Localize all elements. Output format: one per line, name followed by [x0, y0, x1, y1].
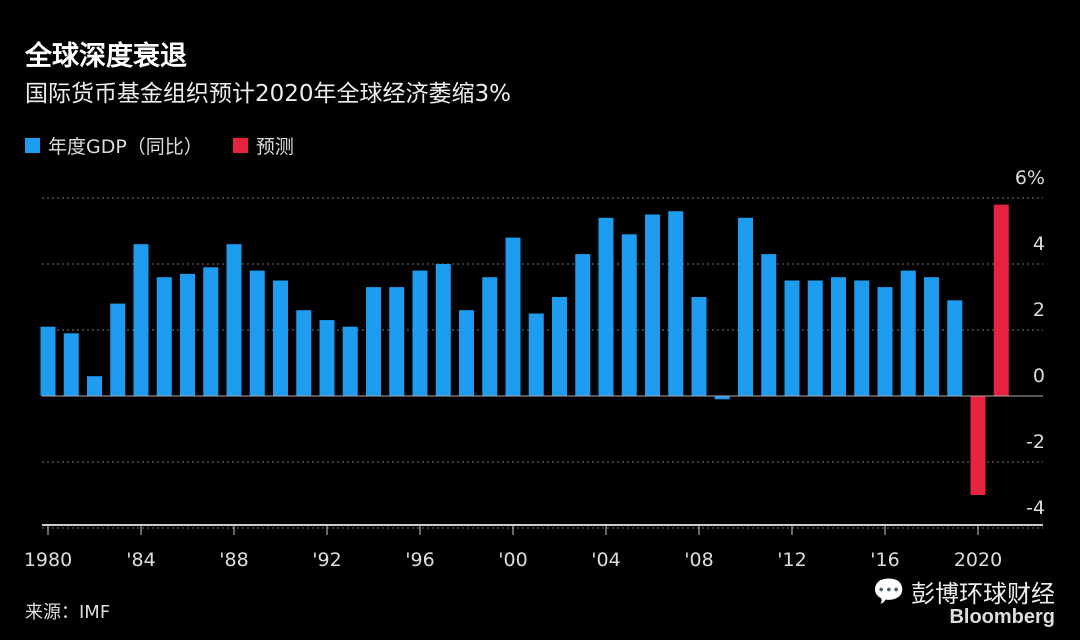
bar-2020	[970, 396, 986, 495]
x-tick-label: '12	[777, 549, 806, 571]
bar-2011	[761, 254, 777, 396]
bar-1993	[342, 326, 358, 396]
bar-2016	[877, 287, 893, 396]
bar-2004	[598, 217, 614, 396]
bar-2007	[668, 211, 684, 396]
legend-item-gdp: 年度GDP（同比）	[25, 132, 203, 159]
x-tick-label: '84	[126, 549, 155, 571]
chart-subtitle: 国际货币基金组织预计2020年全球经济萎缩3%	[25, 81, 512, 107]
y-tick-label: 6%	[1015, 167, 1045, 189]
legend-swatch-forecast	[232, 138, 248, 153]
x-tick-label: '08	[684, 549, 713, 571]
bar-2002	[552, 297, 567, 396]
bar-1985	[156, 277, 172, 396]
bar-2014	[831, 277, 846, 396]
bar-1988	[226, 244, 242, 396]
bar-2010	[738, 217, 753, 396]
bar-1994	[366, 287, 381, 396]
bar-1992	[319, 320, 335, 396]
bar-1989	[249, 270, 265, 396]
bar-2003	[575, 254, 591, 396]
bar-2019	[947, 300, 963, 396]
bar-1999	[482, 277, 498, 396]
y-tick-label: 2	[1033, 299, 1045, 321]
x-tick-label: '92	[312, 549, 341, 571]
watermark-text: 彭博环球财经	[911, 580, 1055, 608]
y-tick-label: -2	[1026, 431, 1045, 453]
watermark: 💬 彭博环球财经	[873, 574, 1055, 609]
legend-label-gdp: 年度GDP（同比）	[48, 136, 203, 158]
x-tick-label: 1980	[24, 549, 72, 571]
legend-item-forecast: 预测	[232, 132, 294, 159]
x-tick-label: 2020	[954, 549, 1002, 571]
chart-title: 全球深度衰退	[25, 41, 187, 72]
bar-1998	[459, 310, 474, 396]
y-tick-label: 4	[1033, 233, 1045, 255]
bar-1981	[63, 333, 79, 396]
y-tick-label: -4	[1026, 497, 1045, 519]
source-note: 来源：IMF	[25, 602, 111, 623]
bar-2006	[645, 214, 660, 396]
bar-2013	[807, 280, 823, 396]
bar-1996	[412, 270, 428, 396]
bar-2018	[924, 277, 939, 396]
x-tick-label: '16	[870, 549, 899, 571]
y-tick-label: 0	[1033, 365, 1045, 387]
legend: 年度GDP（同比） 预测	[25, 132, 294, 159]
bar-1987	[203, 267, 219, 396]
bar-1990	[273, 280, 288, 396]
bar-2001	[528, 313, 544, 396]
bar-2005	[621, 234, 637, 396]
legend-swatch-gdp	[25, 138, 40, 153]
bar-1984	[133, 244, 149, 396]
bar-1995	[389, 287, 405, 396]
bar-2008	[691, 297, 707, 396]
legend-label-forecast: 预测	[255, 136, 294, 158]
x-tick-label: '00	[498, 549, 527, 571]
bar-2017	[900, 270, 916, 396]
bar-2015	[854, 280, 870, 396]
bar-1986	[180, 273, 195, 396]
x-tick-label: '96	[405, 549, 434, 571]
bar-2012	[784, 280, 800, 396]
bar-1983	[110, 303, 126, 396]
bloomberg-logo: Bloomberg	[949, 606, 1055, 628]
x-tick-label: '88	[219, 549, 248, 571]
wechat-icon: 💬	[872, 576, 905, 607]
bar-1980	[40, 326, 56, 396]
bar-1982	[87, 376, 102, 396]
bar-1991	[296, 310, 312, 396]
bar-2009	[714, 396, 730, 400]
bar-2021	[993, 204, 1009, 396]
bar-1997	[435, 264, 451, 396]
x-tick-label: '04	[591, 549, 620, 571]
bar-2000	[505, 237, 521, 396]
